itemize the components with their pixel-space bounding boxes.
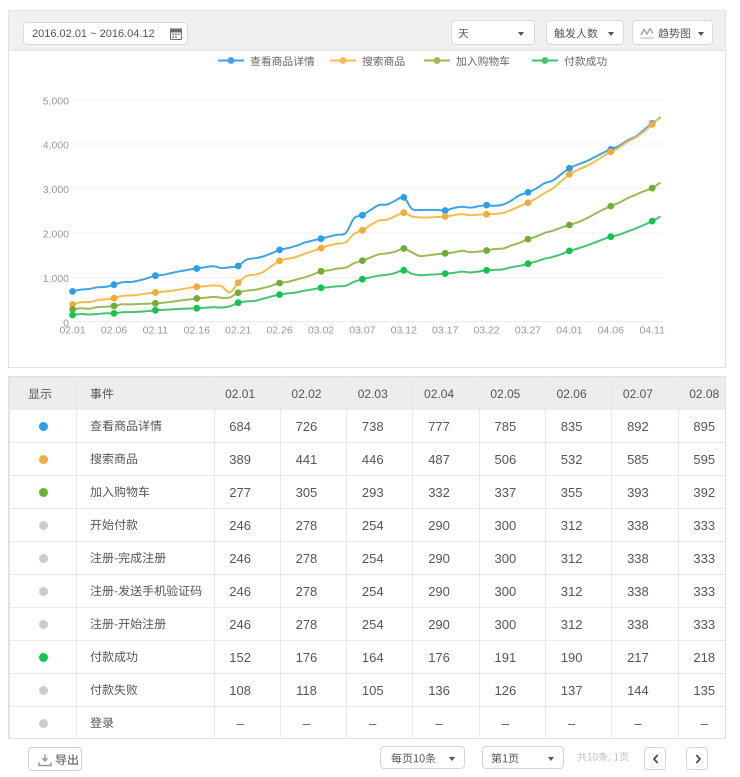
svg-text:02.06: 02.06 bbox=[101, 324, 127, 336]
svg-text:02.01: 02.01 bbox=[59, 324, 85, 336]
svg-text:03.12: 03.12 bbox=[391, 324, 417, 336]
svg-text:02.11: 02.11 bbox=[143, 324, 169, 336]
svg-text:5,000: 5,000 bbox=[43, 95, 69, 107]
svg-text:03.02: 03.02 bbox=[308, 324, 334, 336]
svg-text:03.17: 03.17 bbox=[432, 324, 458, 336]
svg-text:03.07: 03.07 bbox=[349, 324, 375, 336]
svg-text:0: 0 bbox=[63, 317, 69, 329]
svg-text:3,000: 3,000 bbox=[43, 184, 69, 196]
svg-text:03.27: 03.27 bbox=[515, 324, 541, 336]
svg-text:02.26: 02.26 bbox=[266, 324, 292, 336]
svg-text:4,000: 4,000 bbox=[43, 140, 69, 152]
svg-text:04.01: 04.01 bbox=[556, 324, 582, 336]
svg-text:02.21: 02.21 bbox=[225, 324, 251, 336]
svg-text:04.11: 04.11 bbox=[639, 324, 665, 336]
svg-text:1,000: 1,000 bbox=[43, 273, 69, 285]
svg-text:04.06: 04.06 bbox=[598, 324, 624, 336]
svg-text:03.22: 03.22 bbox=[473, 324, 499, 336]
svg-text:02.16: 02.16 bbox=[184, 324, 210, 336]
svg-text:2,000: 2,000 bbox=[43, 229, 69, 241]
